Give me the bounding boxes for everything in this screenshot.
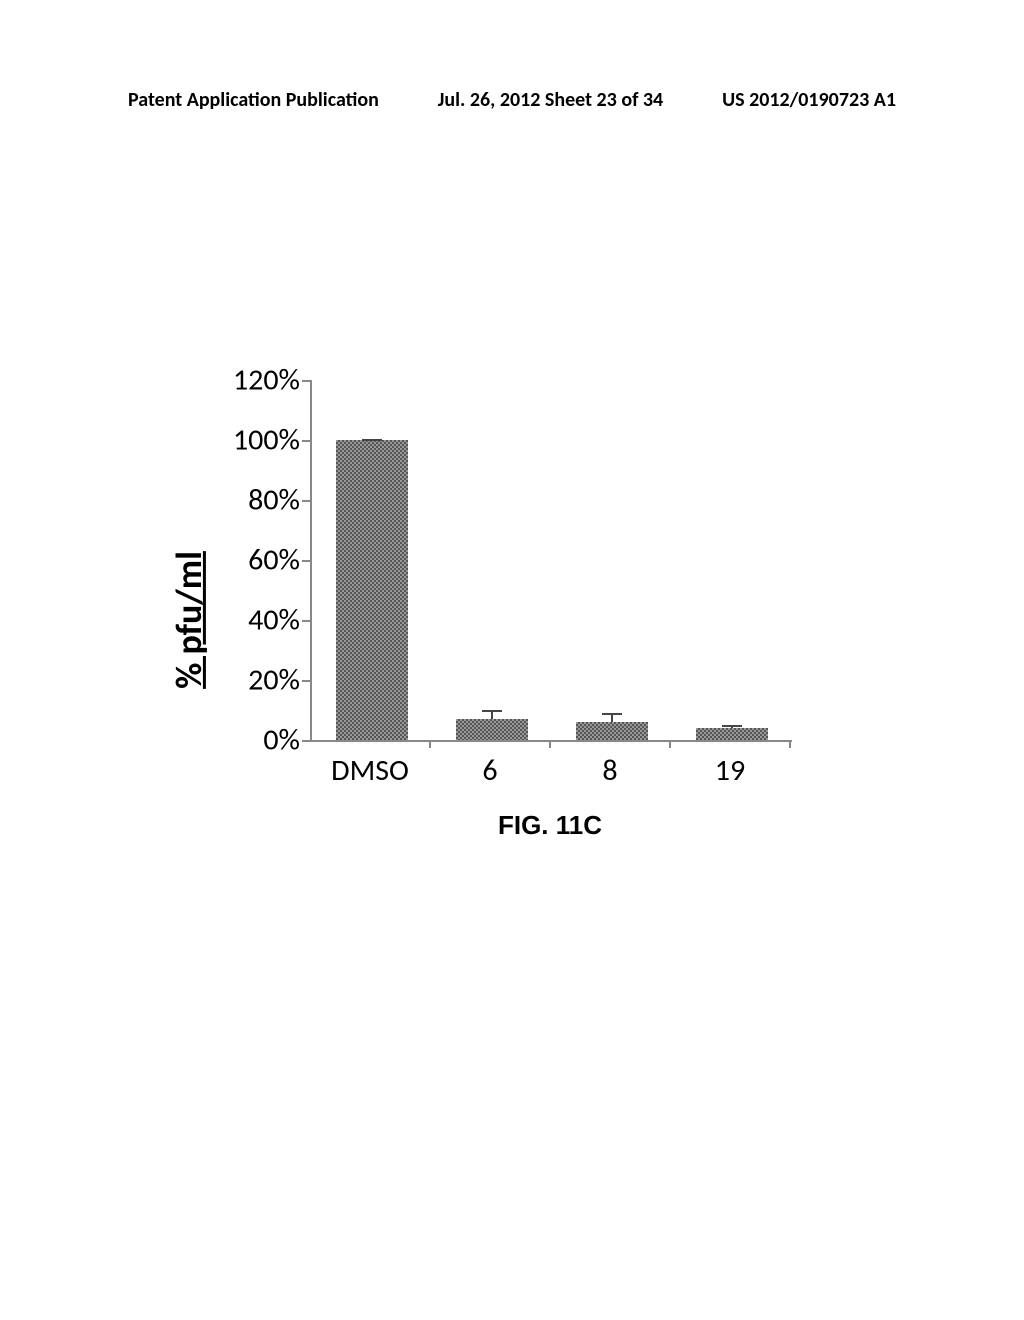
error-cap xyxy=(482,710,502,712)
x-tick xyxy=(549,740,551,748)
y-tick-label: 100% xyxy=(200,422,300,459)
y-tick-label: 80% xyxy=(200,482,300,519)
error-cap xyxy=(602,713,622,715)
y-tick xyxy=(302,740,310,742)
bar xyxy=(696,728,768,740)
error-cap xyxy=(362,439,382,441)
x-tick xyxy=(429,740,431,748)
y-tick xyxy=(302,680,310,682)
page-header: Patent Application Publication Jul. 26, … xyxy=(0,88,1024,112)
header-right: US 2012/0190723 A1 xyxy=(722,88,896,112)
x-tick xyxy=(789,740,791,748)
bar xyxy=(456,719,528,740)
figure-caption: FIG. 11C xyxy=(310,810,790,841)
error-cap xyxy=(722,725,742,727)
x-tick-label: 8 xyxy=(602,752,617,789)
bar xyxy=(336,440,408,740)
bar xyxy=(576,722,648,740)
x-tick-label: 19 xyxy=(715,752,745,789)
y-tick-label: 120% xyxy=(200,362,300,399)
bar-chart: % pfu/ml FIG. 11C 0%20%40%60%80%100%120%… xyxy=(180,380,800,860)
x-tick-label: DMSO xyxy=(331,752,409,789)
y-tick-label: 60% xyxy=(200,542,300,579)
plot-area xyxy=(310,380,792,742)
x-tick xyxy=(669,740,671,748)
x-tick-label: 6 xyxy=(482,752,497,789)
header-left: Patent Application Publication xyxy=(128,88,379,112)
y-tick-label: 40% xyxy=(200,602,300,639)
y-tick-label: 20% xyxy=(200,662,300,699)
y-tick xyxy=(302,620,310,622)
y-tick xyxy=(302,560,310,562)
header-center: Jul. 26, 2012 Sheet 23 of 34 xyxy=(438,88,663,112)
y-tick xyxy=(302,500,310,502)
y-tick-label: 0% xyxy=(200,722,300,759)
y-tick xyxy=(302,380,310,382)
y-tick xyxy=(302,440,310,442)
